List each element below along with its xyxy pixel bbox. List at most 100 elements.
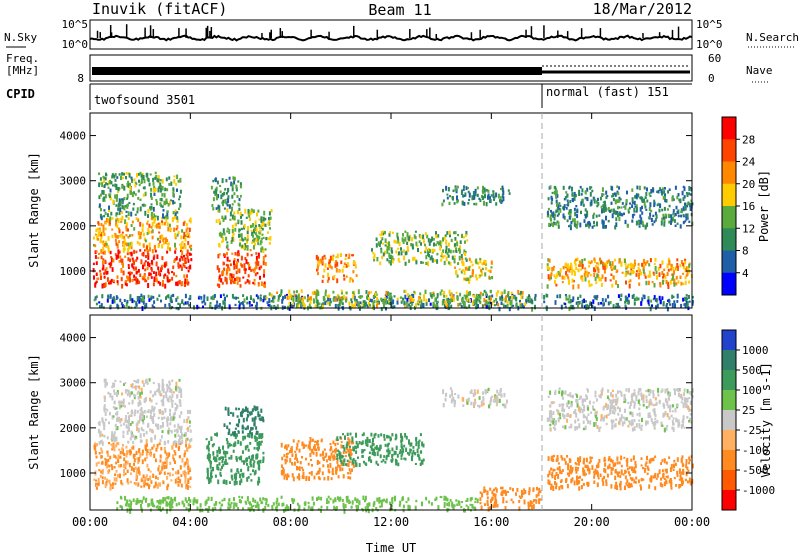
heatmap-cell	[125, 214, 128, 218]
heatmap-cell	[144, 396, 147, 402]
heatmap-cell	[160, 299, 162, 303]
heatmap-cell	[257, 414, 260, 417]
heatmap-cell	[144, 210, 147, 216]
heatmap-cell	[353, 290, 356, 294]
heatmap-cell	[468, 277, 471, 281]
heatmap-cell	[127, 247, 130, 253]
heatmap-cell	[250, 479, 253, 482]
heatmap-cell	[556, 457, 559, 462]
heatmap-cell	[552, 211, 555, 216]
heatmap-cell	[119, 234, 121, 238]
heatmap-cell	[159, 393, 162, 396]
heatmap-cell	[433, 242, 435, 247]
heatmap-cell	[215, 304, 218, 309]
heatmap-cell	[324, 289, 327, 293]
heatmap-cell	[484, 260, 487, 265]
heatmap-cell	[497, 392, 500, 396]
heatmap-cell	[607, 458, 610, 462]
heatmap-cell	[611, 213, 614, 219]
heatmap-cell	[106, 478, 108, 483]
heatmap-cell	[163, 192, 166, 198]
heatmap-cell	[155, 279, 158, 282]
heatmap-cell	[125, 222, 128, 227]
heatmap-cell	[168, 395, 171, 398]
heatmap-cell	[100, 234, 103, 239]
heatmap-cell	[612, 304, 615, 309]
heatmap-cell	[94, 233, 97, 236]
heatmap-cell	[265, 237, 268, 241]
heatmap-cell	[126, 252, 129, 256]
heatmap-cell	[164, 391, 167, 395]
heatmap-cell	[133, 435, 136, 441]
frequency-panel: Freq. [MHz] 8 60 0 Nave	[6, 52, 773, 85]
heatmap-cell	[388, 233, 391, 237]
heatmap-cell	[345, 298, 348, 301]
heatmap-cell	[180, 393, 183, 398]
heatmap-cell	[618, 471, 621, 474]
heatmap-cell	[676, 195, 679, 200]
heatmap-cell	[534, 297, 537, 301]
heatmap-cell	[171, 394, 174, 398]
heatmap-cell	[451, 392, 454, 397]
heatmap-cell	[241, 472, 244, 476]
heatmap-cell	[134, 193, 137, 196]
heatmap-cell	[543, 294, 546, 300]
heatmap-cell	[302, 302, 305, 305]
heatmap-cell	[670, 263, 673, 268]
heatmap-cell	[620, 264, 623, 267]
heatmap-cell	[302, 297, 305, 300]
heatmap-cell	[233, 192, 236, 196]
heatmap-cell	[623, 456, 626, 459]
heatmap-cell	[117, 459, 119, 462]
heatmap-cell	[344, 435, 346, 440]
heatmap-cell	[528, 296, 531, 301]
heatmap-cell	[125, 176, 127, 180]
heatmap-cell	[341, 467, 344, 472]
heatmap-cell	[474, 398, 477, 401]
heatmap-cell	[218, 462, 221, 466]
heatmap-cell	[657, 189, 660, 194]
heatmap-cell	[688, 263, 691, 268]
heatmap-cell	[349, 449, 352, 455]
heatmap-cell	[334, 303, 337, 309]
heatmap-cell	[499, 387, 502, 392]
heatmap-cell	[633, 200, 636, 206]
heatmap-cell	[664, 468, 667, 472]
heatmap-cell	[366, 438, 369, 444]
heatmap-cell	[118, 240, 121, 244]
heatmap-cell	[196, 304, 199, 310]
heatmap-cell	[250, 208, 253, 212]
heatmap-cell	[236, 261, 239, 266]
heatmap-cell	[620, 206, 623, 209]
heatmap-cell	[380, 247, 383, 250]
heatmap-cell	[249, 224, 252, 229]
heatmap-cell	[456, 296, 459, 301]
heatmap-cell	[140, 479, 143, 483]
heatmap-cell	[148, 182, 151, 187]
heatmap-cell	[129, 186, 132, 192]
heatmap-cell	[487, 269, 490, 272]
heatmap-cell	[148, 272, 151, 276]
heatmap-cell	[556, 194, 559, 198]
heatmap-cell	[458, 255, 461, 261]
heatmap-cell	[363, 449, 366, 452]
heatmap-cell	[132, 467, 135, 473]
heatmap-cell	[231, 206, 233, 212]
heatmap-cell	[487, 189, 490, 193]
heatmap-cell	[168, 223, 171, 228]
heatmap-cell	[144, 249, 147, 252]
heatmap-cell	[415, 260, 418, 265]
heatmap-cell	[235, 423, 238, 427]
heatmap-cell	[595, 296, 598, 301]
heatmap-cell	[685, 471, 688, 477]
heatmap-cell	[221, 281, 224, 285]
heatmap-cell	[180, 235, 183, 240]
heatmap-cell	[561, 457, 564, 461]
heatmap-cell	[228, 267, 231, 270]
heatmap-cell	[188, 245, 191, 249]
heatmap-cell	[451, 398, 454, 402]
heatmap-cell	[345, 443, 348, 449]
heatmap-cell	[160, 447, 163, 451]
heatmap-cell	[130, 224, 133, 227]
heatmap-cell	[642, 467, 644, 470]
